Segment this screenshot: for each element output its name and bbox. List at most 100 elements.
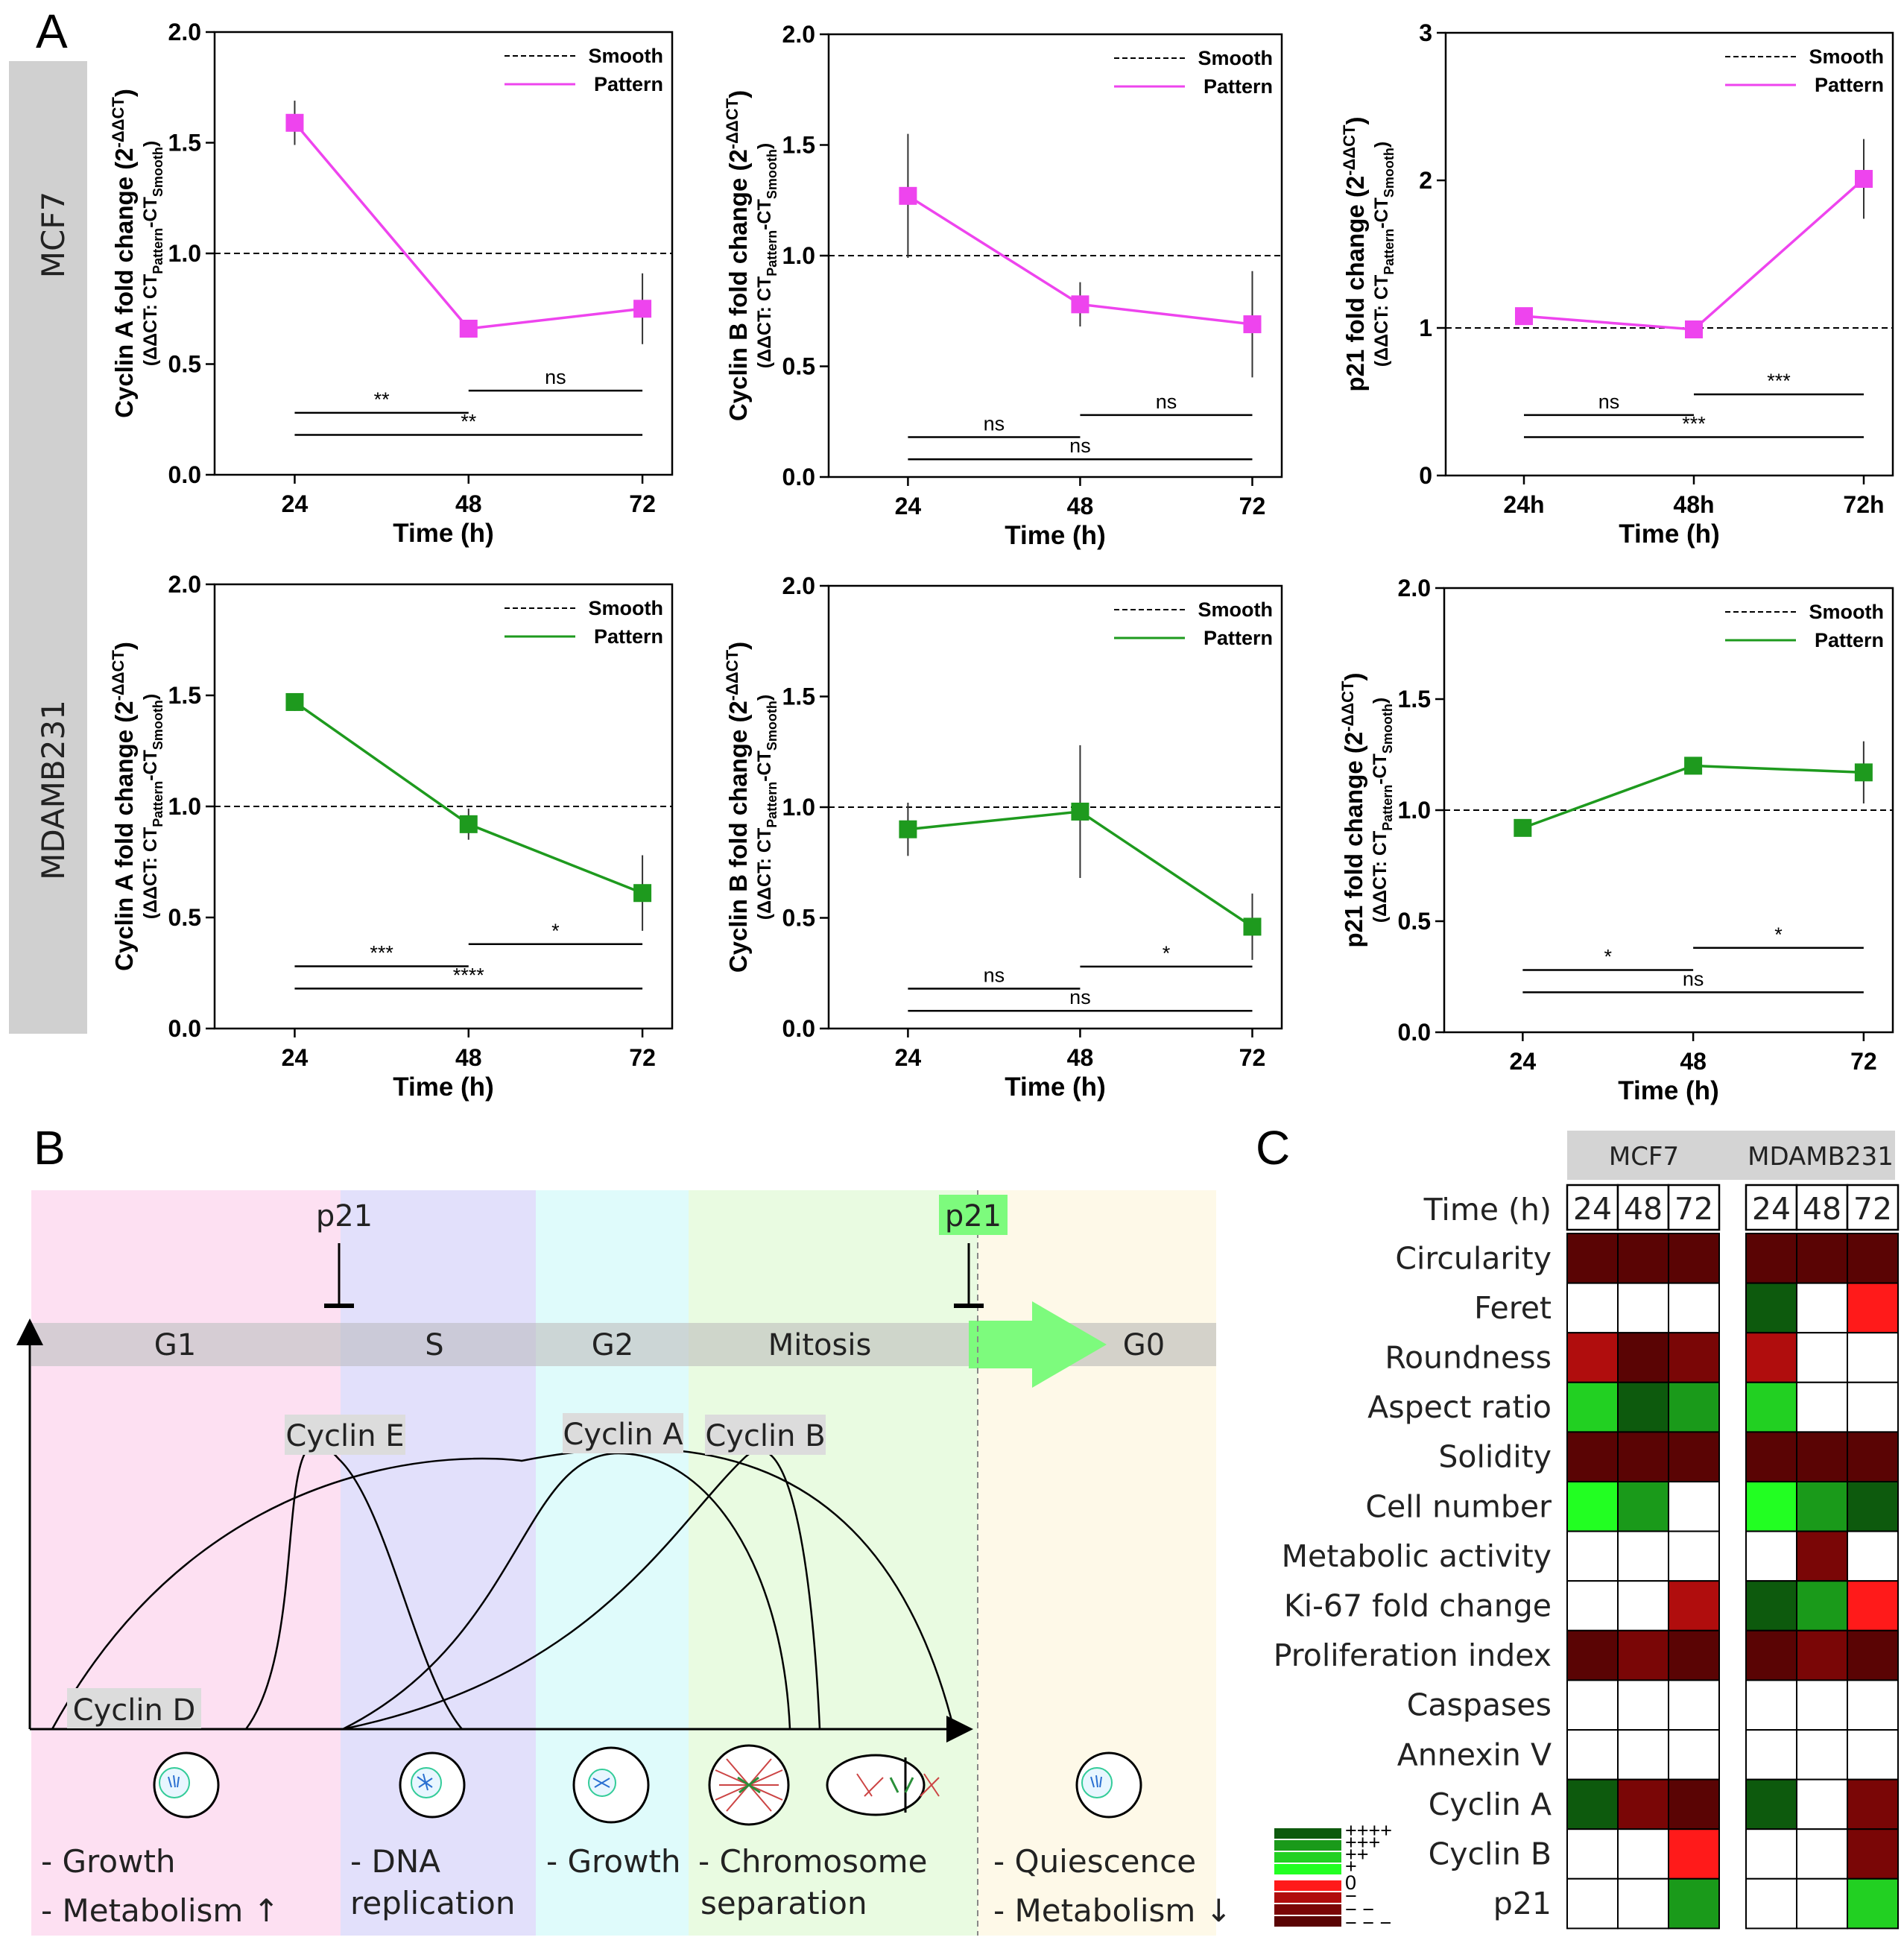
heatmap-cell <box>1566 1481 1619 1532</box>
scale-swatch <box>1274 1852 1341 1863</box>
significance-label: ns <box>1069 435 1091 457</box>
heatmap-cell <box>1745 1431 1797 1483</box>
scale-label: − − <box>1345 1898 1374 1921</box>
phase-label-s: S <box>425 1328 443 1362</box>
y-tick-label: 0.0 <box>782 464 815 490</box>
scale-label: 0 <box>1345 1871 1356 1894</box>
desc-g1-line1: - Growth <box>41 1843 176 1880</box>
chart-mcf7-p21: 0 1 2 3 24h 48h 72h Time (h) p21 fold change (2-… <box>1340 19 1894 549</box>
heatmap-cell <box>1566 1580 1619 1631</box>
cyclin-d-label: Cyclin D <box>73 1693 196 1728</box>
phase-label-g0: G0 <box>1123 1328 1165 1362</box>
heatmap-cell <box>1668 1729 1720 1781</box>
y-axis-subtitle-mid: -CT <box>1370 754 1391 785</box>
heatmap-cell <box>1617 1877 1669 1930</box>
y-tick-label: 2.0 <box>1398 575 1431 601</box>
heatmap-cell <box>1617 1679 1669 1731</box>
y-axis-title: p21 fold change (2-ΔΔCT) <box>1340 117 1369 392</box>
chart-mcf7-cyclinB: 0.0 0.5 1.0 1.5 2.0 24 48 72 Time (h) Cyclin B fo… <box>723 21 1283 550</box>
significance-label: *** <box>370 942 393 964</box>
panel-a-charts: 0.0 0.5 1.0 1.5 2.0 24 48 72 Time (h) Cyclin A fo… <box>109 19 1894 1105</box>
scale-swatch <box>1274 1916 1341 1927</box>
heatmap-cell <box>1745 1877 1797 1930</box>
data-point <box>1071 295 1089 314</box>
chart-mcf7-cyclinA: 0.0 0.5 1.0 1.5 2.0 24 48 72 Time (h) Cyclin A fo… <box>109 19 674 548</box>
heatmap-cell <box>1566 1877 1619 1930</box>
x-tick-label: 24h <box>1503 491 1544 518</box>
heatmap-cell <box>1668 1233 1720 1284</box>
cell-icon-cytokinesis <box>826 1754 940 1816</box>
desc-g2-line1: - Growth <box>546 1843 681 1880</box>
phase-bg-g1 <box>31 1190 341 1936</box>
heatmap-cell <box>1617 1481 1669 1532</box>
significance-label: ** <box>461 411 477 433</box>
y-axis-title-sup: -ΔΔCT <box>1340 124 1359 176</box>
y-axis-title: Cyclin B fold change (2-ΔΔCT) <box>723 90 752 421</box>
heatmap-cell <box>1617 1629 1669 1681</box>
heatmap-cell <box>1847 1481 1899 1532</box>
heatmap-cell <box>1745 1729 1797 1781</box>
significance-label: * <box>1163 942 1171 964</box>
y-tick-label: 1.5 <box>1398 686 1431 713</box>
scale-swatch <box>1274 1880 1341 1891</box>
heatmap-row-label: Metabolic activity <box>1282 1538 1552 1574</box>
y-axis-title-sup: -ΔΔCT <box>723 649 741 701</box>
heatmap-row-label: Proliferation index <box>1274 1637 1552 1673</box>
pattern-series-line <box>1523 177 1865 331</box>
scale-label: ++ <box>1345 1843 1369 1866</box>
desc-s-line2: replication <box>350 1885 515 1921</box>
phase-label-mitosis: Mitosis <box>768 1328 872 1362</box>
y-axis-subtitle: (ΔΔCT: CTPattern-CTSmooth) <box>1370 698 1395 923</box>
cyclin-e-label-bg <box>285 1415 405 1455</box>
cell-cycle-diagram: G1 S G2 Mitosis G0 p21 p21 Cyclin D Cycl… <box>16 1190 1232 1936</box>
y-axis-subtitle: (ΔΔCT: CTPattern-CTSmooth) <box>1371 142 1397 367</box>
y-axis-subtitle-sub-b: Smooth <box>1380 704 1395 754</box>
cyclin-b-label-bg <box>705 1415 826 1455</box>
heatmap-cell <box>1617 1580 1669 1631</box>
group-header-mdamb231: MDAMB231 <box>1748 1142 1894 1172</box>
data-point <box>459 319 478 338</box>
cyclin-a-label: Cyclin A <box>563 1418 683 1452</box>
heatmap-cell <box>1847 1381 1899 1433</box>
x-tick-label: 48 <box>455 490 482 517</box>
significance-label: ns <box>1156 391 1177 413</box>
significance-label: ns <box>1683 967 1704 990</box>
y-tick-label: 3 <box>1419 19 1432 46</box>
phase-band-s <box>341 1323 536 1366</box>
chart-mdamb-p21: 0.0 0.5 1.0 1.5 2.0 24 48 72 Time (h) p21 fold ch… <box>1338 575 1894 1105</box>
y-axis-title-sup: -ΔΔCT <box>109 97 127 148</box>
heatmap-cell <box>1796 1332 1848 1383</box>
desc-mitosis-line1: - Chromosome <box>698 1843 927 1880</box>
heatmap-cell <box>1566 1778 1619 1830</box>
x-axis-title: Time (h) <box>1005 521 1105 550</box>
heatmap-cell <box>1566 1828 1619 1880</box>
y-tick-label: 1.0 <box>782 242 815 269</box>
heatmap-row-label: Circularity <box>1395 1240 1552 1276</box>
y-axis-subtitle-end: ) <box>1371 142 1392 148</box>
data-point <box>1684 756 1703 775</box>
y-axis-title: p21 fold change (2-ΔΔCT) <box>1338 673 1367 948</box>
legend-pattern-label: Pattern <box>594 625 663 648</box>
heatmap-cell <box>1847 1530 1899 1582</box>
scale-swatch <box>1274 1840 1341 1851</box>
heatmap-cell <box>1617 1431 1669 1483</box>
heatmap-cell <box>1617 1332 1669 1383</box>
row-label-mcf7: MCF7 <box>35 192 72 278</box>
y-tick-label: 2.0 <box>782 21 815 48</box>
heatmap-cell <box>1796 1729 1848 1781</box>
x-axis-title: Time (h) <box>393 519 493 548</box>
group-header-bg-mcf7 <box>1567 1131 1721 1180</box>
cell-icon-g0 <box>1075 1751 1142 1819</box>
y-tick-label: 0 <box>1419 462 1432 489</box>
group-header-mcf7: MCF7 <box>1609 1142 1679 1172</box>
data-point <box>1515 307 1533 326</box>
heatmap-cell <box>1796 1381 1848 1433</box>
y-axis-subtitle-sub-a: Pattern <box>765 230 779 277</box>
y-axis-title-end: ) <box>724 642 752 650</box>
y-axis-subtitle-sub-b: Smooth <box>151 147 165 197</box>
significance-label: * <box>1774 923 1783 946</box>
y-axis-subtitle: (ΔΔCT: CTPattern-CTSmooth) <box>754 143 779 368</box>
cyclin-e-label: Cyclin E <box>285 1419 404 1453</box>
y-axis-subtitle-sub-a: Pattern <box>1380 785 1395 831</box>
y-axis-subtitle-end: ) <box>140 694 161 700</box>
